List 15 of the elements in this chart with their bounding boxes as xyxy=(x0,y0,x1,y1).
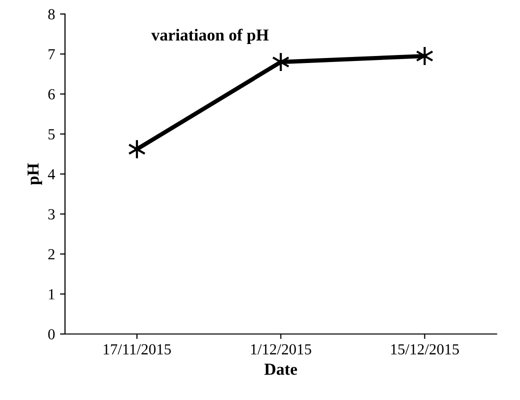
text: variatiaon of pH xyxy=(151,28,269,44)
x-tick-label: 15/12/2015 xyxy=(391,344,459,354)
y-axis-title: pH xyxy=(28,163,42,185)
y-tick-label: 2 xyxy=(48,249,54,260)
y-tick-label: 5 xyxy=(48,129,55,140)
y-tick-label: 4 xyxy=(48,169,56,180)
x-tick-label: 1/12/2015 xyxy=(251,344,312,354)
x-tick-label: 17/11/2015 xyxy=(104,344,171,354)
y-tick-label: 1 xyxy=(48,289,54,300)
y-tick-label: 7 xyxy=(48,49,55,60)
y-tick-label: 3 xyxy=(48,209,55,220)
y-tick-label: 8 xyxy=(48,9,55,20)
x-axis-title: Date xyxy=(264,364,298,375)
y-tick-label: 6 xyxy=(48,89,55,100)
y-tick-label: 0 xyxy=(48,329,55,340)
